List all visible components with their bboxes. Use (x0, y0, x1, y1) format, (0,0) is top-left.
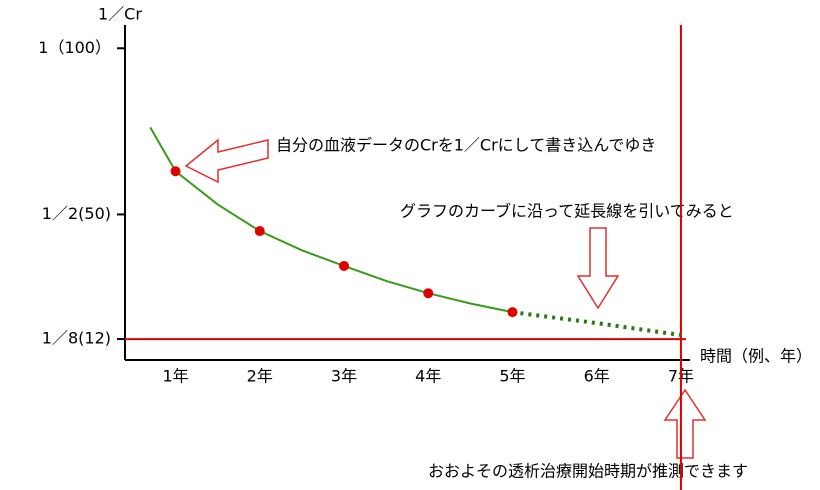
arrow (576, 227, 620, 310)
curve (149, 126, 513, 314)
point (507, 307, 518, 318)
x-tick-label: 3年 (331, 367, 357, 386)
x-tick-label: 2年 (247, 367, 273, 386)
point (339, 260, 350, 271)
y-tick-label: 1（100） (38, 38, 111, 57)
annotation: 自分の血液データのCrを1／Crにして書き込んでゆき (276, 136, 656, 155)
arrow (184, 138, 269, 184)
point (254, 226, 265, 237)
x-axis-label: 時間（例、年） (700, 347, 812, 366)
y-axis-label: 1／Cr (98, 5, 142, 24)
x-tick-label: 5年 (499, 367, 525, 386)
extrapolation (512, 310, 682, 338)
x-tick-label: 1年 (162, 367, 188, 386)
y-tick-label: 1／2(50) (42, 204, 111, 223)
point (423, 288, 434, 299)
x-tick-label: 4年 (415, 367, 441, 386)
point (170, 166, 181, 177)
y-tick-label: 1／8(12) (42, 329, 111, 348)
annotation: グラフのカーブに沿って延長線を引いてみると (400, 202, 734, 221)
annotation: おおよその透析治療開始時期が推測できます (428, 462, 748, 481)
x-tick-label: 6年 (584, 367, 610, 386)
arrow (663, 388, 707, 459)
